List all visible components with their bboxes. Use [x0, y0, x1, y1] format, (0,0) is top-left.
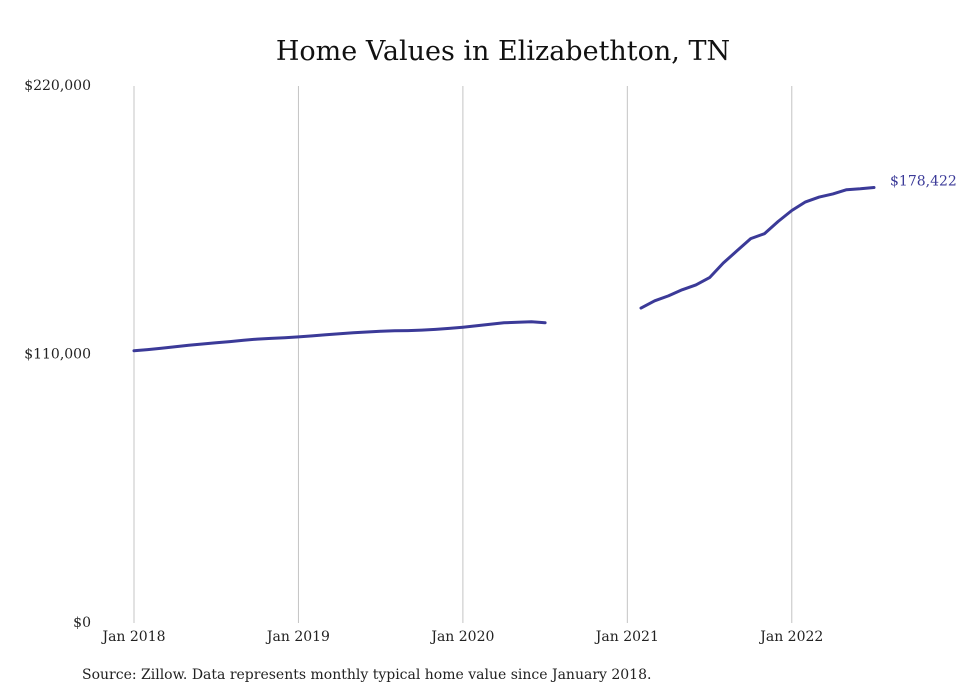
- series-line-segment-2: [639, 186, 876, 310]
- x-tick-label: Jan 2022: [758, 629, 823, 645]
- series-lines: [132, 186, 876, 353]
- y-tick-label: $0: [73, 615, 91, 631]
- x-tick-label: Jan 2021: [594, 629, 659, 645]
- x-axis-ticks: Jan 2018 Jan 2019 Jan 2020 Jan 2021 Jan 2022: [100, 629, 823, 645]
- chart-title: Home Values in Elizabethton, TN: [276, 36, 730, 67]
- y-tick-label: $220,000: [24, 78, 91, 94]
- y-axis-ticks: $0 $110,000 $220,000: [24, 78, 91, 631]
- x-tick-label: Jan 2020: [429, 629, 494, 645]
- gridlines: [133, 86, 793, 623]
- series-line-segment-1: [132, 320, 547, 353]
- end-value-label: $178,422: [890, 173, 957, 189]
- x-tick-label: Jan 2019: [265, 629, 330, 645]
- source-note: Source: Zillow. Data represents monthly …: [82, 667, 652, 683]
- home-values-chart: Home Values in Elizabethton, TN $0 $110,0…: [24, 36, 957, 645]
- x-tick-label: Jan 2018: [100, 629, 165, 645]
- y-tick-label: $110,000: [24, 347, 91, 363]
